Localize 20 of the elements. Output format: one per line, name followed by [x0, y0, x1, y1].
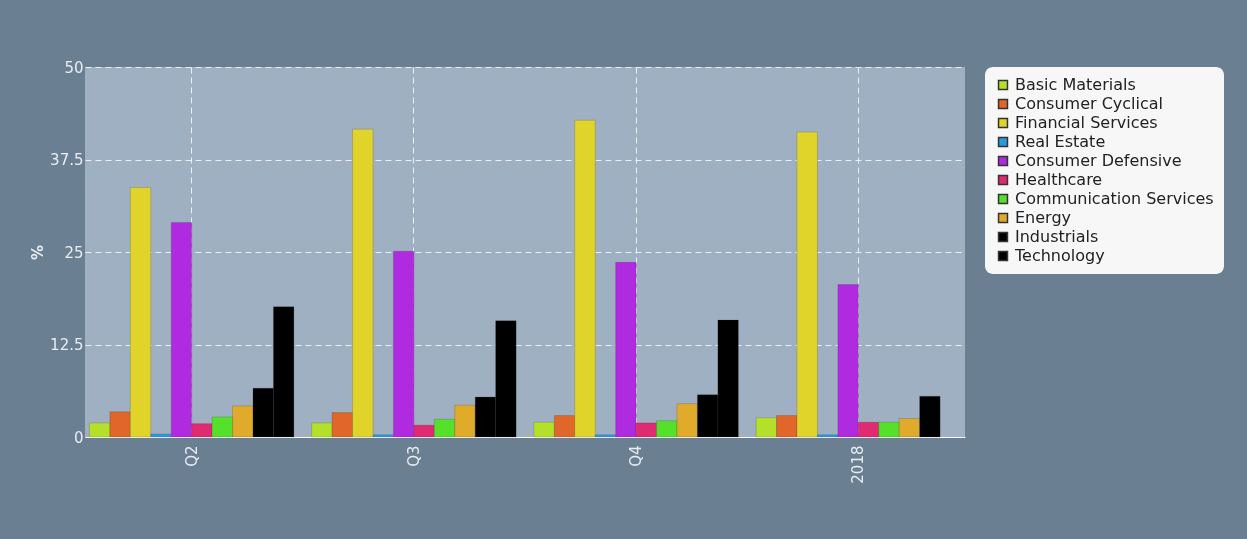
- legend-label: Consumer Defensive: [1015, 151, 1182, 170]
- x-tick-label: Q4: [627, 445, 646, 467]
- legend-label: Financial Services: [1015, 113, 1158, 132]
- legend-label: Technology: [1014, 246, 1105, 265]
- y-tick-label: 0: [73, 428, 84, 447]
- legend-label: Communication Services: [1015, 189, 1214, 208]
- x-tick-label: Q2: [182, 445, 201, 467]
- legend-label: Real Estate: [1015, 132, 1106, 151]
- y-axis-title: %: [29, 244, 48, 261]
- legend-label: Consumer Cyclical: [1015, 94, 1164, 113]
- y-tick-label: 50: [64, 58, 84, 77]
- y-tick-label: 25: [64, 243, 84, 262]
- y-tick-label: 37.5: [50, 151, 84, 169]
- y-tick-label: 12.5: [50, 336, 84, 354]
- legend-label: Energy: [1015, 208, 1072, 227]
- x-tick-label: 2018: [849, 445, 868, 484]
- legend-label: Basic Materials: [1015, 75, 1136, 94]
- legend-label: Healthcare: [1015, 170, 1103, 189]
- legend-label: Industrials: [1015, 227, 1099, 246]
- x-tick-label: Q3: [404, 445, 423, 467]
